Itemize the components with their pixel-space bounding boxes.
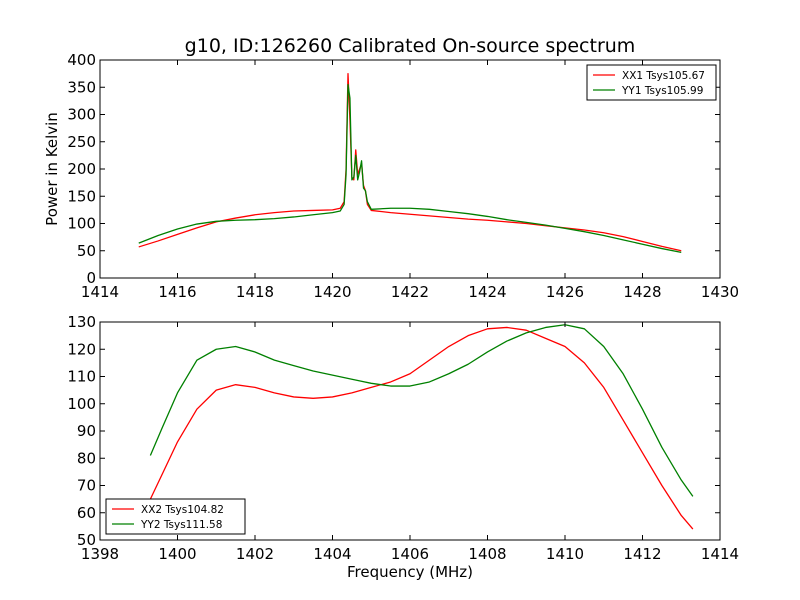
legend-box: [586, 64, 717, 101]
legend-label: XX2 Tsys104.82: [141, 504, 224, 516]
x-tick-label: 1426: [546, 283, 584, 301]
x-tick-label: 1416: [158, 283, 196, 301]
x-tick-label: 1414: [81, 283, 119, 301]
x-tick-label: 1424: [468, 283, 506, 301]
y-tick-label: 100: [67, 215, 96, 233]
x-tick-label: 1398: [81, 545, 119, 563]
x-axis-label: Frequency (MHz): [347, 563, 473, 581]
x-tick-label: 1420: [313, 283, 351, 301]
x-tick-label: 1428: [623, 283, 661, 301]
y-tick-label: 60: [77, 504, 96, 522]
y-tick-label: 200: [67, 160, 96, 178]
x-tick-label: 1418: [236, 283, 274, 301]
x-tick-label: 1414: [701, 545, 739, 563]
series-line-yy: [138, 83, 682, 254]
x-tick-label: 1400: [158, 545, 196, 563]
x-tick-label: 1422: [391, 283, 429, 301]
legend-label: XX1 Tsys105.67: [622, 70, 705, 82]
y-tick-label: 130: [67, 313, 96, 331]
y-tick-label: 90: [77, 422, 96, 440]
x-tick-label: 1410: [546, 545, 584, 563]
y-tick-label: 300: [67, 106, 96, 124]
x-tick-label: 1412: [623, 545, 661, 563]
y-tick-label: 120: [67, 340, 96, 358]
y-tick-label: 50: [77, 242, 96, 260]
series-line-yy: [149, 324, 694, 497]
x-tick-label: 1406: [391, 545, 429, 563]
y-tick-label: 0: [86, 269, 96, 287]
x-tick-label: 1408: [468, 545, 506, 563]
legend: XX1 Tsys105.67 YY1 Tsys105.99: [586, 64, 717, 101]
y-tick-label: 350: [67, 78, 96, 96]
y-tick-label: 80: [77, 449, 96, 467]
y-tick-label: 150: [67, 187, 96, 205]
legend-box: [105, 498, 246, 535]
y-tick-label: 400: [67, 51, 96, 69]
x-tick-label: 1402: [236, 545, 274, 563]
x-tick-label: 1430: [701, 283, 739, 301]
y-tick-label: 50: [77, 531, 96, 549]
legend: XX2 Tsys104.82 YY2 Tsys111.58: [105, 498, 246, 535]
y-axis-label: Power in Kelvin: [43, 112, 61, 226]
series-line-xx: [149, 326, 694, 530]
legend-label: YY1 Tsys105.99: [621, 85, 703, 97]
y-tick-label: 70: [77, 477, 96, 495]
bottom-spectrum-panel: 1398 1400 1402 1404 1406 1408 1410 1412 1414 50 60…: [67, 313, 739, 581]
y-tick-label: 110: [67, 368, 96, 386]
x-tick-label: 1404: [313, 545, 351, 563]
legend-label: YY2 Tsys111.58: [140, 519, 222, 531]
figure-title: g10, ID:126260 Calibrated On-source spec…: [185, 35, 636, 57]
y-tick-label: 100: [67, 395, 96, 413]
y-tick-label: 250: [67, 133, 96, 151]
top-spectrum-panel: 1414 1416 1418 1420 1422 1424 1426 1428 1430 0 50 1…: [43, 51, 739, 301]
